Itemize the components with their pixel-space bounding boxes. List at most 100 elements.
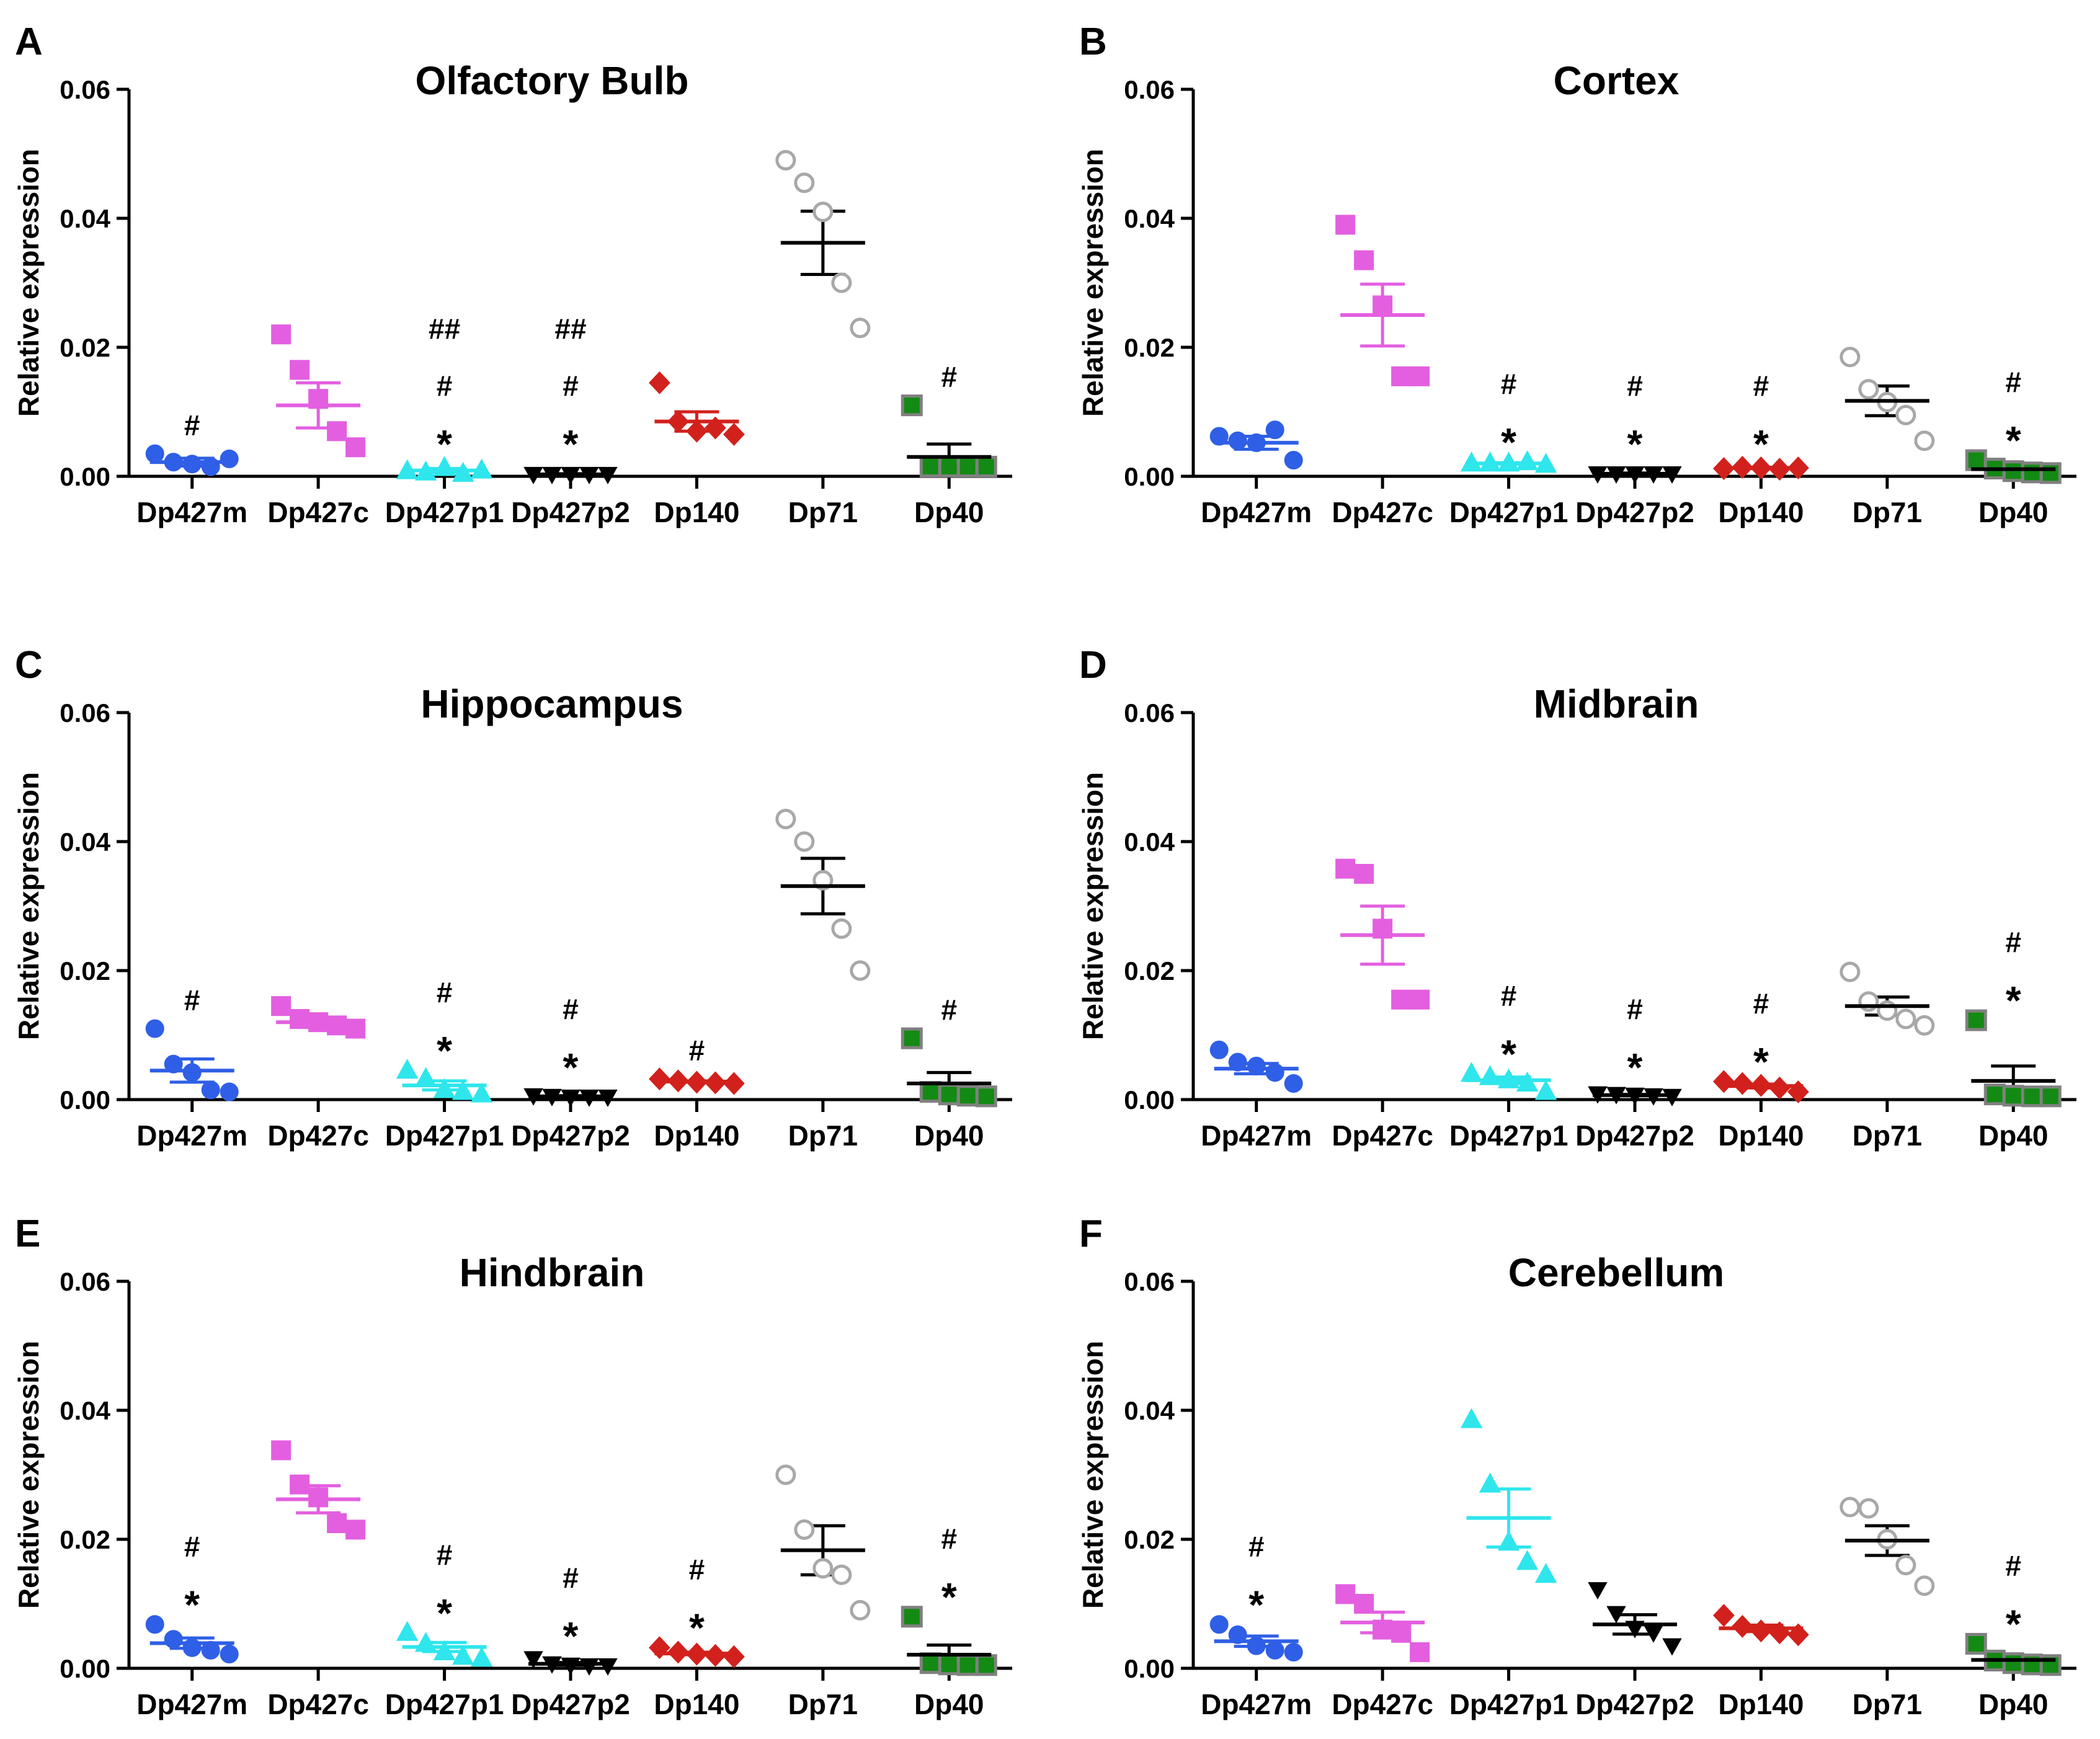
data-point xyxy=(2039,462,2062,484)
data-point xyxy=(145,1019,164,1038)
significance-hash: # xyxy=(184,409,200,442)
data-point xyxy=(1965,449,1987,471)
significance-hash: # xyxy=(1627,993,1643,1025)
significance-hash: # xyxy=(2005,926,2021,958)
significance-star: * xyxy=(1501,420,1516,465)
data-point xyxy=(723,422,745,446)
x-tick-label: Dp427p1 xyxy=(1449,496,1568,528)
series-dp427p2: *# xyxy=(523,993,618,1107)
series-dp427p2: *### xyxy=(523,313,618,484)
series-dp427p2 xyxy=(1588,1582,1682,1656)
y-tick-label: 0.02 xyxy=(60,956,110,985)
significance-hash: # xyxy=(1501,979,1517,1012)
y-tick-label: 0.04 xyxy=(60,827,110,856)
significance-hash: # xyxy=(563,370,579,402)
y-tick-label: 0.02 xyxy=(60,333,110,362)
significance-hash: # xyxy=(1753,370,1769,402)
data-point xyxy=(1840,1497,1861,1518)
y-tick-label: 0.06 xyxy=(1124,698,1175,727)
data-point xyxy=(523,1651,543,1669)
series-dp71 xyxy=(775,1464,871,1621)
data-point xyxy=(831,918,852,939)
data-point xyxy=(182,1063,202,1082)
y-axis-label: Relative expression xyxy=(12,1341,45,1609)
significance-star: * xyxy=(563,1614,579,1658)
y-tick-label: 0.06 xyxy=(1124,1267,1175,1296)
x-tick-label: Dp427m xyxy=(1201,496,1312,528)
data-point xyxy=(1895,1008,1916,1030)
series-dp427m: *# xyxy=(145,1530,239,1664)
significance-hash: # xyxy=(941,361,957,393)
x-tick-label: Dp40 xyxy=(1978,1688,2048,1720)
series-dp140: *# xyxy=(1713,370,1809,481)
data-point xyxy=(345,437,366,458)
panel-letter: B xyxy=(1079,20,1107,63)
panel-letter: D xyxy=(1079,644,1107,687)
significance-star: * xyxy=(2006,1601,2021,1646)
data-point xyxy=(831,272,852,293)
panel-c: C Hippocampus Relative expression 0.00 0.02 0… xyxy=(12,644,1012,1152)
data-point xyxy=(2002,460,2024,483)
series-dp427m xyxy=(1209,420,1303,469)
significance-star: * xyxy=(1753,422,1769,466)
significance-hash: # xyxy=(1248,1530,1265,1562)
significance-hash: ## xyxy=(429,313,460,345)
significance-hash: # xyxy=(184,1530,200,1562)
x-tick-label: Dp427p2 xyxy=(511,496,630,528)
data-point xyxy=(2002,1652,2024,1675)
data-point xyxy=(901,1606,923,1628)
significance-hash: # xyxy=(941,1523,957,1555)
significance-hash: # xyxy=(437,1539,453,1571)
significance-hash: # xyxy=(437,370,453,402)
data-point xyxy=(975,1654,997,1676)
data-point xyxy=(1732,1072,1753,1095)
series-dp40: *# xyxy=(1965,926,2062,1108)
series-dp427m: *# xyxy=(1209,1530,1303,1661)
data-point xyxy=(1479,1472,1502,1493)
series-dp427p1 xyxy=(1460,1408,1557,1583)
data-point xyxy=(850,1599,871,1621)
x-tick-label: Dp427p1 xyxy=(385,1688,504,1720)
x-tick-label: Dp427p1 xyxy=(1449,1119,1568,1152)
x-tick-label: Dp427m xyxy=(136,1119,247,1152)
panel-b: B Cortex Relative expression 0.00 0.02 0.04 0.… xyxy=(1077,20,2076,528)
y-tick-label: 0.04 xyxy=(60,204,110,233)
data-point xyxy=(220,1645,239,1664)
significance-hash: # xyxy=(1753,987,1769,1020)
x-tick-label: Dp140 xyxy=(654,1119,739,1152)
x-tick-label: Dp427c xyxy=(1332,496,1433,528)
series-dp427p2: *# xyxy=(523,1562,618,1676)
panel-letter: E xyxy=(15,1212,40,1255)
data-point xyxy=(396,1059,419,1079)
x-tick-label: Dp427p2 xyxy=(1575,1688,1694,1720)
y-tick-label: 0.00 xyxy=(1124,1654,1175,1683)
series-dp427p2: *# xyxy=(1588,993,1682,1106)
x-tick-label: Dp71 xyxy=(1853,496,1922,528)
data-point xyxy=(1284,1643,1303,1661)
panel-e: E Hindbrain Relative expression 0.00 0.02 0.0… xyxy=(12,1212,1012,1720)
y-tick-label: 0.06 xyxy=(60,698,110,727)
data-point xyxy=(831,1564,852,1585)
data-point xyxy=(775,149,796,171)
data-point xyxy=(1914,1575,1935,1596)
series-dp427c xyxy=(1335,215,1430,386)
data-point xyxy=(2021,1085,2043,1108)
data-point xyxy=(1284,451,1303,469)
data-point xyxy=(956,1085,979,1107)
data-point xyxy=(308,1487,329,1508)
data-point xyxy=(1732,1614,1753,1638)
significance-star: * xyxy=(2006,418,2021,463)
y-tick-label: 0.00 xyxy=(1124,462,1175,491)
data-point xyxy=(452,1080,474,1100)
data-point xyxy=(1588,1582,1608,1600)
y-axis-label: Relative expression xyxy=(1077,772,1109,1040)
x-tick-label: Dp427p1 xyxy=(1449,1688,1568,1720)
x-tick-label: Dp427c xyxy=(1332,1688,1433,1720)
data-point xyxy=(1391,366,1412,386)
series-dp140: # xyxy=(649,1034,745,1095)
significance-star: * xyxy=(437,1028,452,1073)
data-point xyxy=(723,1072,745,1095)
significance-hash: # xyxy=(1627,370,1643,402)
series-dp427c xyxy=(271,1440,366,1540)
y-tick-label: 0.00 xyxy=(1124,1085,1175,1114)
